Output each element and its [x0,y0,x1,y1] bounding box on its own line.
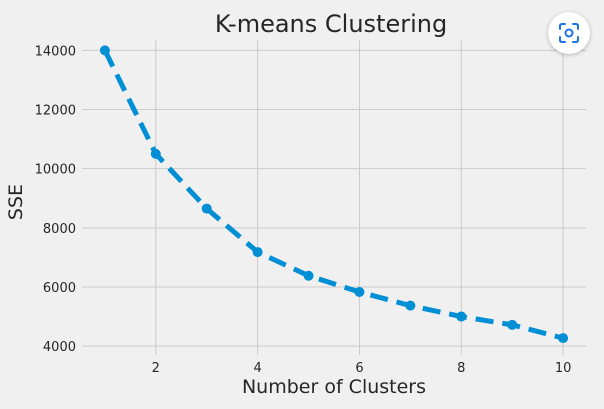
data-point [354,287,365,297]
y-tick-label: 10000 [35,163,76,178]
x-tick-label: 8 [457,361,465,376]
y-tick-label: 4000 [43,340,76,355]
lens-scan-icon [559,23,579,43]
y-tick-label: 14000 [35,44,76,59]
data-point [303,270,314,281]
x-tick-label: 4 [253,361,261,376]
data-point [150,148,161,159]
data-point [507,319,518,330]
data-point [558,333,569,344]
x-tick-label: 6 [355,361,363,376]
data-point [201,203,212,214]
x-tick-label: 10 [555,361,572,376]
gridlines [82,40,586,355]
series-layer [99,45,569,344]
data-point [405,300,416,311]
x-axis-title: Number of Clusters [242,376,426,398]
series-line [102,49,564,341]
chart-title: K-means Clustering [215,10,447,38]
data-point [456,311,467,322]
data-point [252,247,263,258]
y-axis-title: SSE [5,184,27,220]
x-tick-label: 2 [152,361,160,376]
lens-button[interactable] [548,12,590,54]
y-tick-label: 8000 [43,222,76,237]
tick-labels: 2 4 6 8 10 4000 6000 8000 10000 12000 14000 [35,44,572,376]
data-point [99,45,110,56]
y-tick-label: 12000 [35,104,76,119]
y-tick-label: 6000 [43,281,76,296]
